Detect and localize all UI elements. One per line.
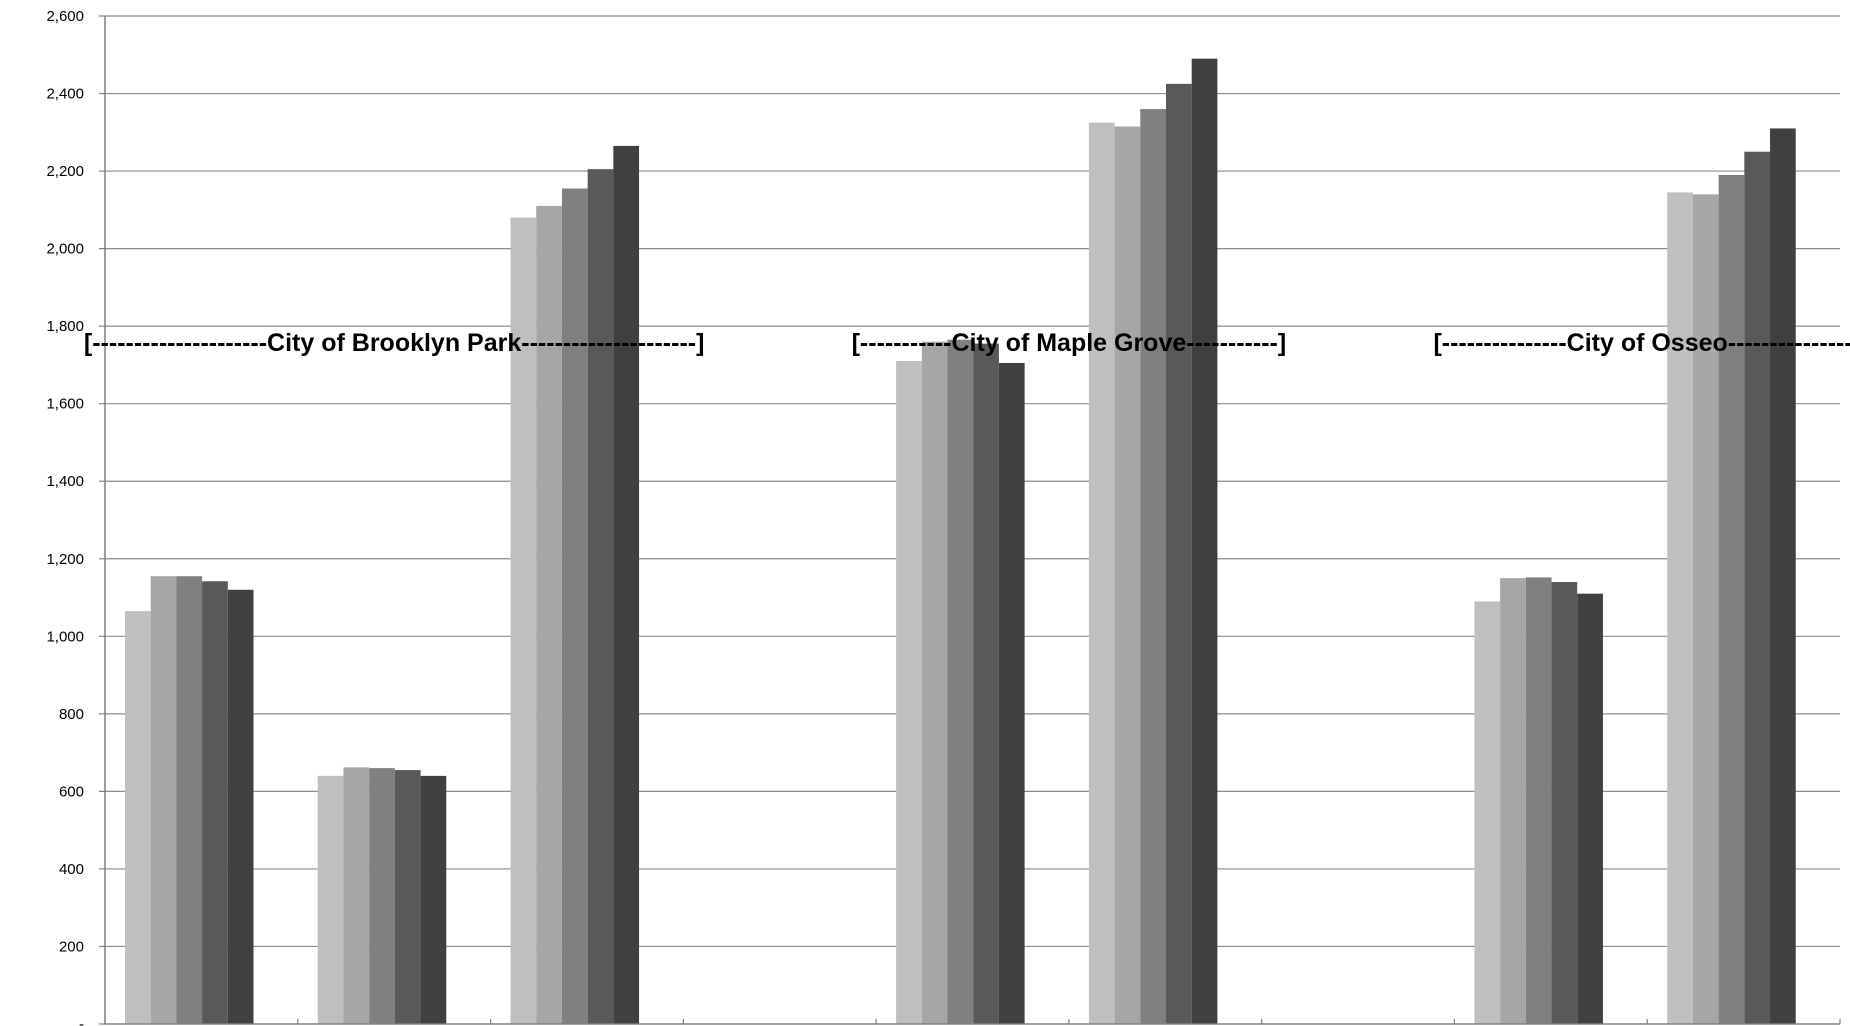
bar	[998, 362, 1025, 1024]
y-tick-label: 2,600	[46, 8, 84, 25]
bar	[1577, 593, 1603, 1024]
bars	[125, 58, 1796, 1025]
bar	[536, 205, 562, 1024]
bar	[921, 341, 948, 1025]
y-tick-label: 400	[59, 861, 84, 878]
bar	[1770, 128, 1796, 1024]
y-tick-label: 1,800	[46, 318, 84, 335]
bar	[1718, 174, 1745, 1024]
bar	[202, 581, 228, 1024]
group-label: [---------------------City of Brooklyn P…	[84, 329, 705, 357]
axes	[99, 15, 1841, 1025]
bar	[1140, 109, 1166, 1025]
y-tick-labels: - 200 400 600 800 1,000 1,200 1,400 1,600 1,800 2,…	[46, 8, 84, 1026]
y-tick-label: 2,400	[46, 86, 84, 103]
group-label: [-----------City of Maple Grove---------…	[852, 329, 1287, 357]
bar	[343, 767, 370, 1024]
y-tick-label: 1,600	[46, 396, 84, 413]
bar	[1500, 578, 1526, 1024]
bar	[1744, 151, 1771, 1024]
bar	[227, 589, 254, 1024]
bar	[394, 770, 421, 1024]
bar	[1551, 582, 1578, 1024]
bar	[369, 768, 395, 1024]
bar	[973, 343, 999, 1025]
y-tick-label: 1,400	[46, 473, 84, 490]
y-tick-label: 800	[59, 706, 84, 723]
bar	[1114, 126, 1141, 1024]
y-tick-label: -	[79, 1016, 84, 1026]
bar	[1191, 58, 1218, 1024]
bar	[1667, 192, 1693, 1024]
bar	[420, 775, 447, 1024]
bar	[1525, 577, 1552, 1024]
y-tick-label: 2,200	[46, 163, 84, 180]
y-tick-label: 2,000	[46, 241, 84, 258]
bar	[1692, 194, 1719, 1025]
y-tick-label: 1,200	[46, 551, 84, 568]
bar	[125, 611, 151, 1024]
bar	[561, 188, 588, 1024]
bar	[613, 145, 640, 1024]
group-label: [---------------City of Osseo-----------…	[1433, 329, 1850, 357]
bar	[896, 361, 922, 1024]
bar	[510, 217, 537, 1025]
y-tick-label: 200	[59, 938, 84, 955]
bar	[587, 169, 614, 1025]
group-labels: [---------------------City of Brooklyn P…	[84, 329, 1850, 357]
y-tick-label: 1,000	[46, 628, 84, 645]
bar	[176, 576, 203, 1024]
y-tick-label: 600	[59, 783, 84, 800]
bar	[1088, 122, 1115, 1025]
bar	[150, 576, 177, 1024]
bar	[947, 339, 974, 1024]
bar	[1474, 601, 1501, 1024]
bar	[317, 775, 344, 1024]
bar	[1165, 83, 1192, 1025]
